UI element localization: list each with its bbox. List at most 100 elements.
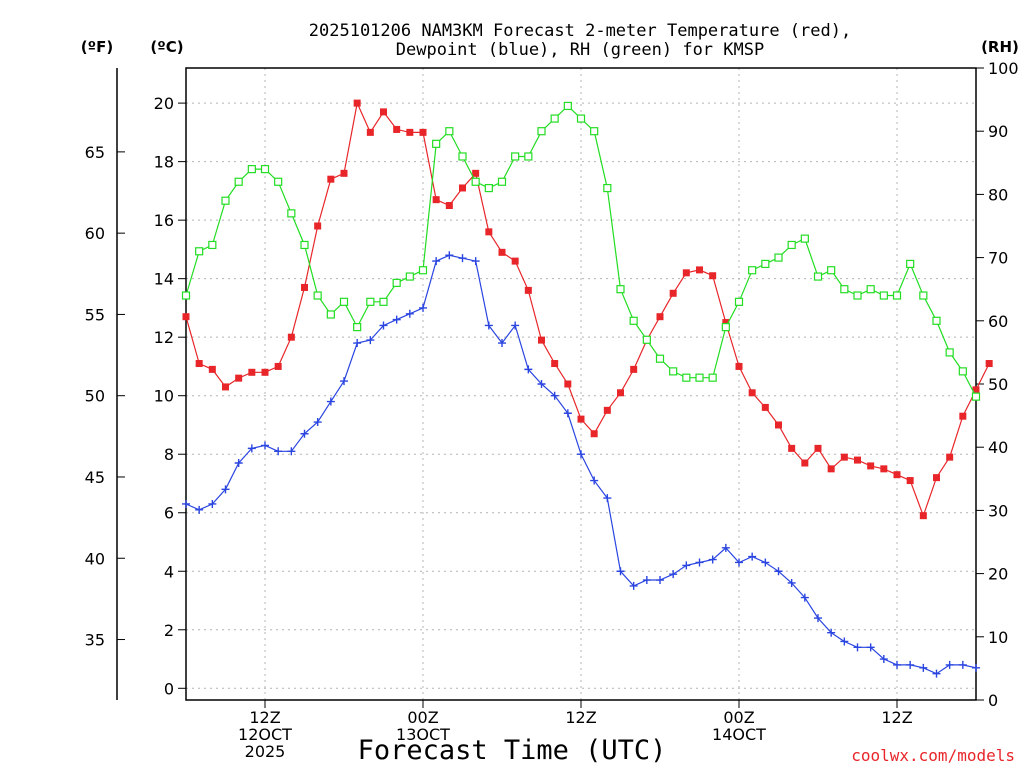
rh-point (353, 323, 362, 332)
dewpoint-point (274, 447, 283, 456)
temperature-point (564, 380, 572, 388)
dewpoint-point (708, 555, 717, 564)
rh-point (813, 272, 823, 281)
dewpoint-point (958, 660, 967, 669)
rh-point (932, 316, 941, 325)
celsius-tick-label: 2 (164, 621, 174, 640)
dewpoint-point (537, 380, 546, 388)
temperature-point (814, 444, 822, 452)
rh-point (827, 266, 836, 275)
rh-point (708, 373, 717, 382)
dewpoint-point (287, 447, 296, 456)
rh-tick-label: 0 (988, 691, 998, 710)
rh-point (524, 152, 533, 161)
dewpoint-point (577, 450, 585, 459)
credit-text: coolwx.com/models (851, 746, 1015, 765)
dewpoint-point (432, 257, 441, 266)
temperature-point (748, 389, 756, 397)
rh-tick-label: 10 (988, 628, 1008, 647)
rh-point (326, 310, 335, 319)
temperature-point (682, 269, 690, 277)
rh-point (497, 177, 507, 186)
temperature-point (538, 336, 545, 344)
dewpoint-point (682, 561, 691, 570)
rh-point (721, 323, 730, 332)
celsius-tick-label: 12 (154, 328, 174, 347)
rh-unit-label: (RH) (981, 38, 1019, 56)
rh-point (655, 354, 665, 363)
dewpoint-point (511, 321, 520, 330)
dewpoint-point (313, 418, 322, 427)
rh-point (458, 152, 467, 161)
rh-point (787, 240, 796, 250)
rh-point (339, 297, 349, 306)
rh-tick-label: 100 (988, 59, 1019, 78)
rh-point (682, 373, 691, 382)
dewpoint-point (735, 558, 743, 567)
rh-point (313, 291, 322, 300)
rh-point (629, 316, 638, 325)
temperature-point (511, 257, 519, 265)
rh-point (945, 348, 954, 357)
temperature-point (314, 222, 322, 230)
dewpoint-point (669, 570, 678, 579)
dewpoint-point (879, 655, 888, 664)
temperature-point (590, 430, 598, 438)
rh-point (550, 114, 559, 123)
rh-tick-label: 60 (988, 312, 1008, 331)
temperature-point (261, 368, 269, 376)
rh-point (471, 177, 480, 186)
celsius-tick-label: 14 (154, 270, 174, 289)
dewpoint-point (445, 251, 454, 260)
temperature-point (551, 360, 559, 368)
rh-point (234, 177, 243, 186)
temperature-point (788, 444, 796, 452)
rh-point (260, 165, 270, 174)
rh-point (287, 209, 296, 218)
temperature-point (696, 266, 703, 274)
grid-lines (186, 68, 976, 700)
rh-tick-label: 90 (988, 122, 1008, 141)
dewpoint-point (379, 321, 388, 330)
dewpoint-point (919, 663, 928, 672)
temperature-point (577, 415, 585, 423)
rh-point (418, 266, 428, 275)
dewpoint-point (366, 336, 375, 345)
celsius-tick-label: 0 (164, 679, 174, 698)
dewpoint-point (524, 365, 533, 374)
fahrenheit-tick-label: 60 (85, 224, 105, 243)
dewpoint-point (261, 441, 269, 450)
x-tick-label: 12Z (881, 708, 912, 727)
temperature-point (933, 474, 940, 482)
rh-point (748, 266, 757, 275)
dewpoint-point (932, 669, 941, 678)
dewpoint-point (405, 309, 414, 318)
rh-point (405, 272, 414, 281)
rh-point (392, 278, 401, 287)
temperature-point (854, 456, 861, 464)
series-temperature (182, 99, 993, 520)
fahrenheit-tick-label: 35 (85, 631, 105, 650)
rh-point (734, 297, 744, 306)
temperature-point (248, 368, 256, 376)
temperature-point (301, 283, 308, 291)
temperature-point (946, 453, 954, 461)
dewpoint-point (208, 499, 217, 508)
x-tick-label: 13OCT (396, 725, 450, 744)
temperature-point (603, 406, 611, 414)
temperature-point (919, 512, 927, 520)
dewpoint-point (221, 485, 230, 494)
dewpoint-point (603, 494, 612, 503)
rh-tick-label: 50 (988, 375, 1008, 394)
dewpoint-point (748, 552, 757, 561)
temperature-point (432, 196, 440, 204)
rh-point (366, 297, 375, 306)
temperature-point (182, 313, 190, 321)
dewpoint-point (800, 593, 809, 602)
rh-tick-label: 30 (988, 501, 1008, 520)
rh-point (853, 291, 862, 300)
rh-point (563, 101, 572, 111)
temperature-point (722, 319, 730, 327)
rh-point (774, 253, 783, 262)
dewpoint-point (893, 660, 901, 669)
